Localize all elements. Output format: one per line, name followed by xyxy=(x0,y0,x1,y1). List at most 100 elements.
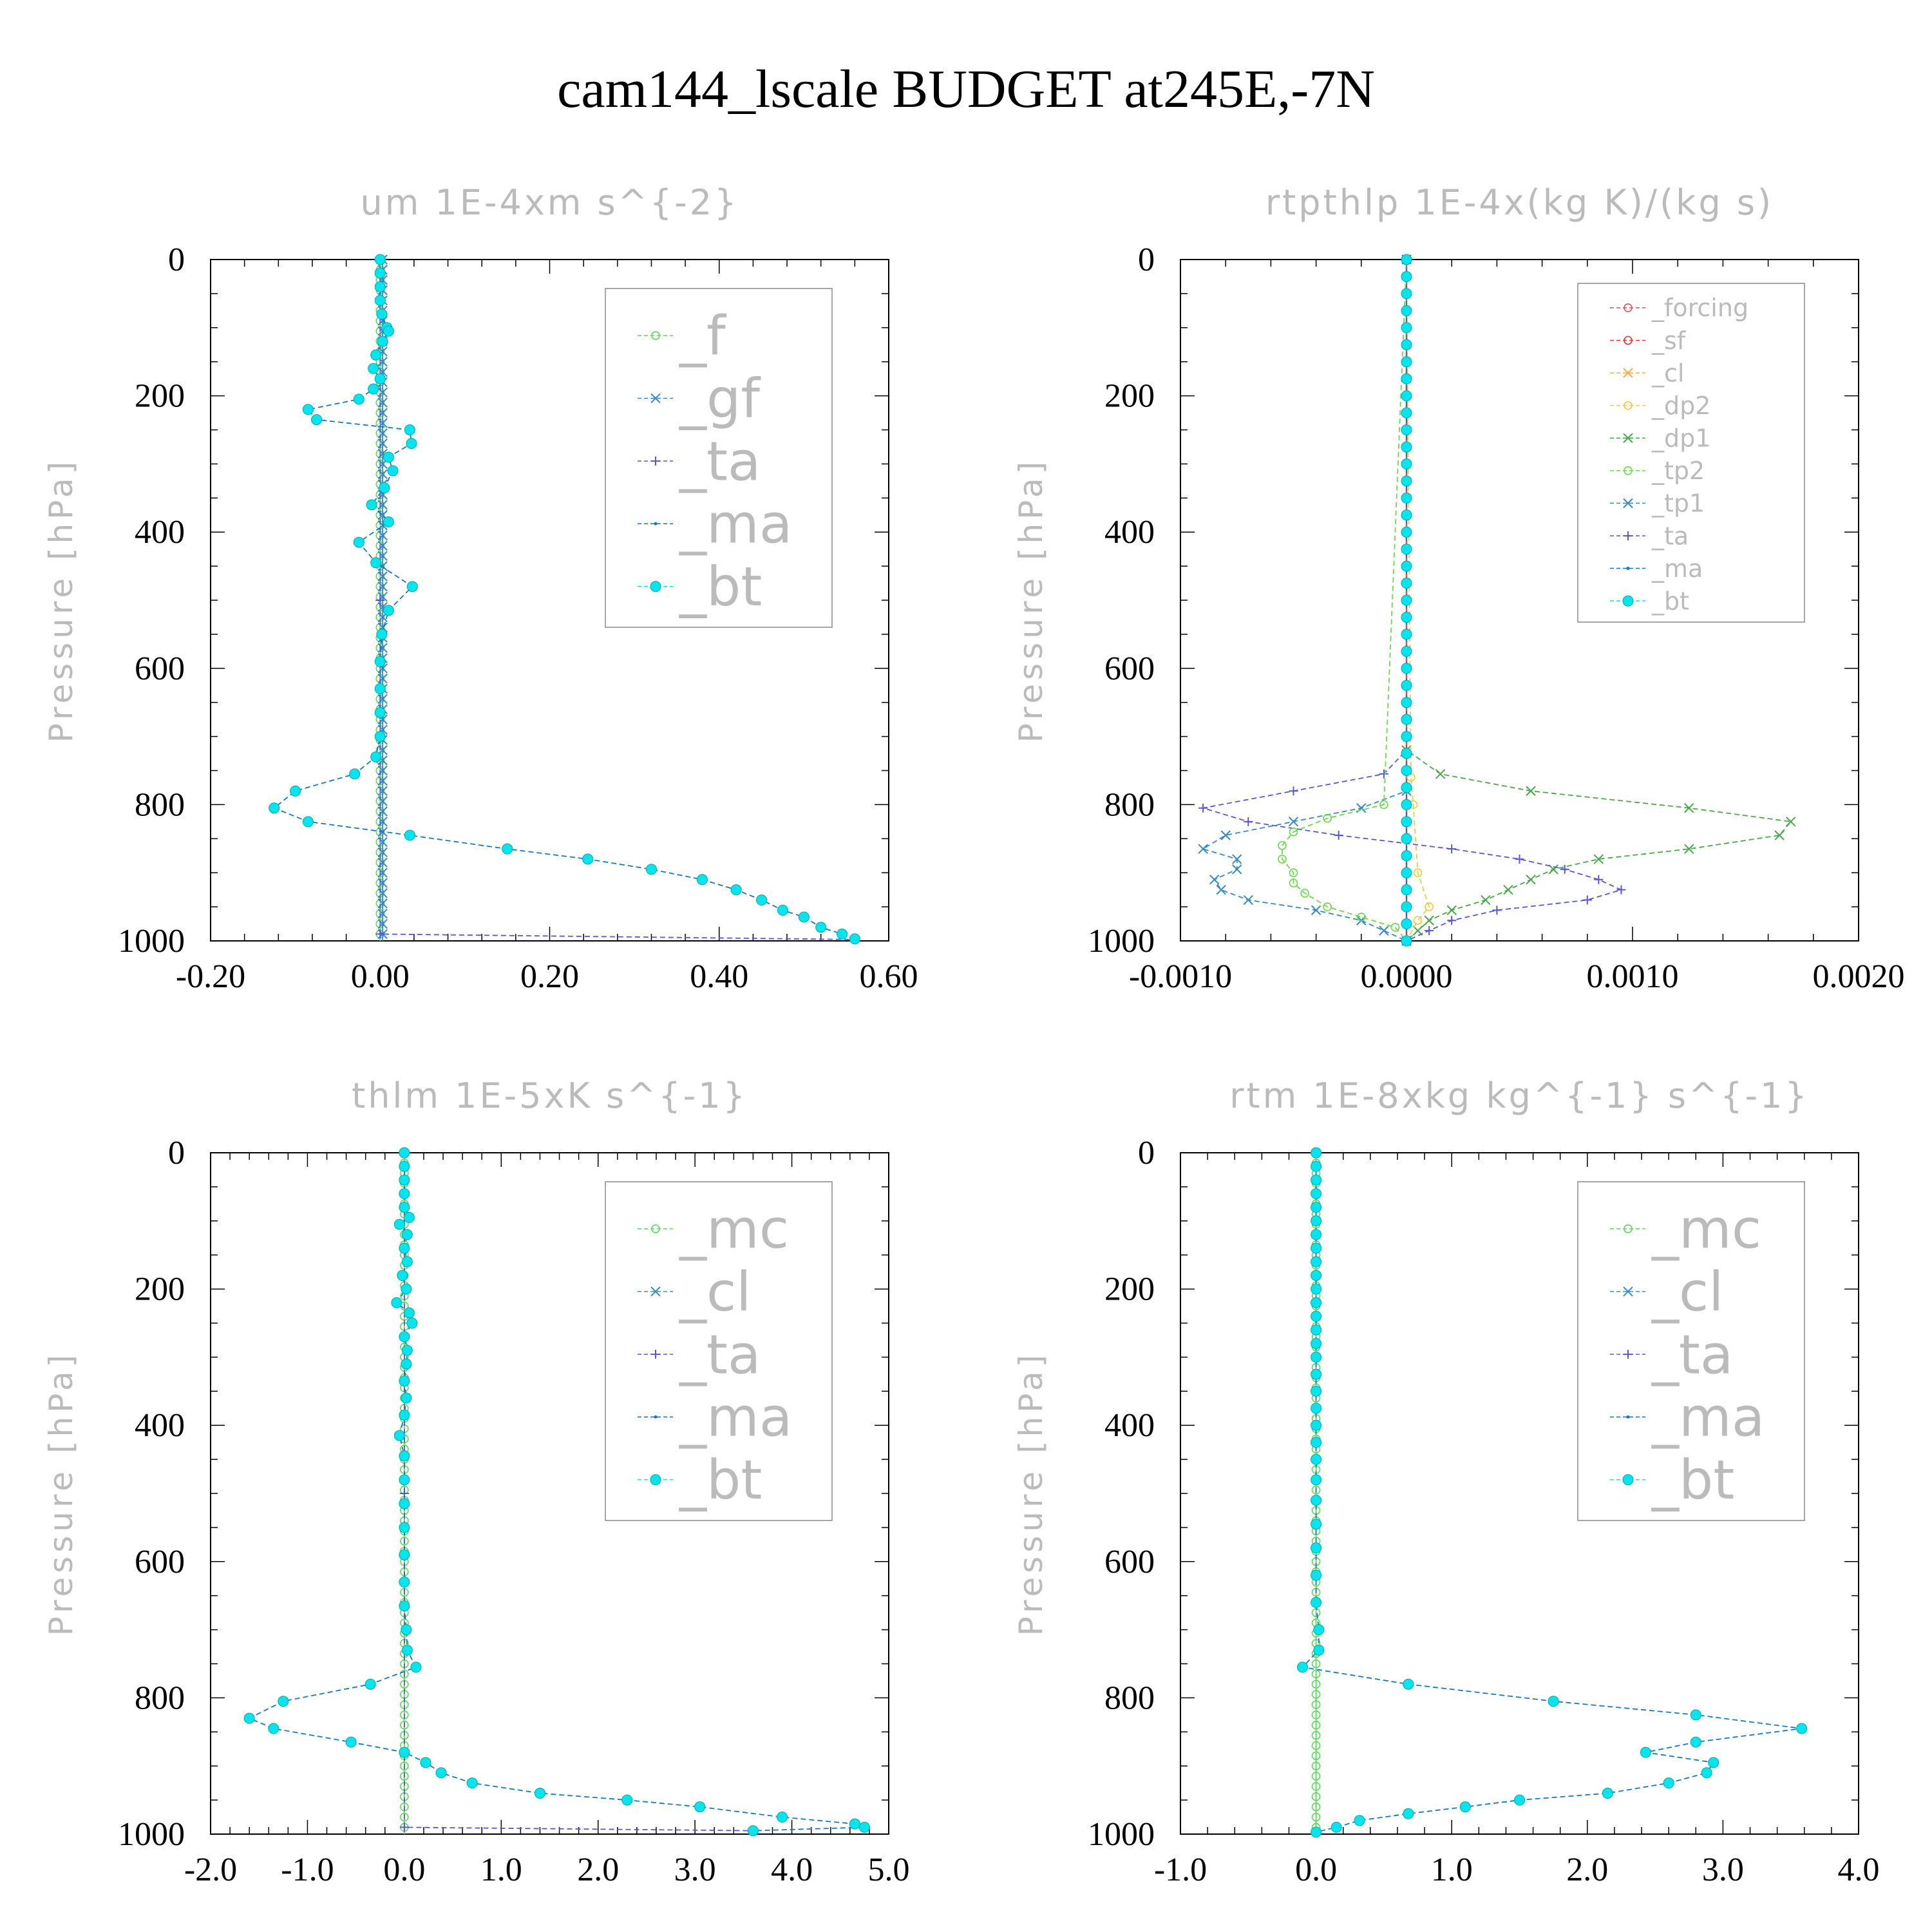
point-bt xyxy=(1401,816,1412,828)
y-tick-label: 400 xyxy=(1104,514,1155,551)
point-bt xyxy=(406,1318,418,1329)
point-bt xyxy=(1401,305,1412,316)
point-bt xyxy=(399,1498,410,1510)
chart-title-thlm: thlm 1E-5xK s^{-1} xyxy=(352,1075,748,1116)
point-bt xyxy=(1311,1403,1322,1414)
series-line-ta xyxy=(404,1153,753,1832)
point-bt xyxy=(370,751,382,762)
point-bt xyxy=(374,373,386,384)
point-bt xyxy=(374,267,386,279)
point-ta xyxy=(375,596,385,605)
point-bt xyxy=(404,424,415,435)
point-ta xyxy=(1447,916,1457,925)
series-group-um xyxy=(269,254,860,945)
legend-label: _ta xyxy=(1651,522,1689,550)
chart-thlm: thlm 1E-5xK s^{-1} Pressure [hPa] 0 200 400 6… xyxy=(43,1075,910,1888)
point-gf xyxy=(377,775,388,786)
point-bt xyxy=(1690,1736,1701,1748)
point-bt xyxy=(1401,544,1412,555)
y-tick-label: 200 xyxy=(135,1271,185,1308)
x-tick-label: 0.0010 xyxy=(1587,958,1679,995)
legend-box xyxy=(1577,1181,1805,1521)
point-bt xyxy=(582,853,594,865)
y-tick-label: 800 xyxy=(135,1680,185,1716)
point-tp1 xyxy=(1216,884,1226,895)
point-bt xyxy=(1708,1757,1719,1768)
y-tick-label: 600 xyxy=(135,650,185,687)
point-bt xyxy=(383,605,394,616)
legend-marker xyxy=(1624,466,1633,475)
point-bt xyxy=(399,1522,410,1533)
point-bt xyxy=(1311,1474,1322,1486)
point-bt xyxy=(366,499,377,511)
point-bt xyxy=(1311,1596,1322,1608)
legend-marker xyxy=(651,1224,660,1233)
point-tp2 xyxy=(1390,923,1400,932)
y-tick-label: 1000 xyxy=(1088,1816,1155,1853)
point-bt xyxy=(368,363,379,374)
point-f xyxy=(375,919,385,929)
point-tp2 xyxy=(1323,902,1332,911)
point-mc xyxy=(1311,1772,1321,1781)
point-bt xyxy=(1401,526,1412,538)
point-bt xyxy=(368,383,379,395)
point-mc xyxy=(1311,1730,1321,1740)
point-bt xyxy=(403,1307,415,1319)
point-ta xyxy=(1379,769,1388,779)
legend-label: _bt xyxy=(679,555,762,618)
point-bt xyxy=(1331,1821,1342,1833)
point-dp1 xyxy=(1785,817,1796,827)
point-bt xyxy=(1401,799,1412,810)
legend-label: _f xyxy=(679,304,727,367)
point-ta xyxy=(1425,926,1434,936)
point-tp1 xyxy=(1209,875,1220,885)
point-mc xyxy=(1311,1792,1321,1801)
point-tp1 xyxy=(1311,905,1321,916)
point-tp2 xyxy=(1289,827,1298,837)
legend-marker xyxy=(1623,368,1633,378)
legend-marker xyxy=(654,1415,658,1419)
point-tp2 xyxy=(1323,813,1332,823)
point-bt xyxy=(1311,1368,1322,1380)
point-bt xyxy=(1311,1269,1322,1281)
point-bt xyxy=(1311,1351,1322,1363)
point-bt xyxy=(1401,339,1412,350)
point-bt xyxy=(374,707,386,719)
point-tp2 xyxy=(1300,889,1309,898)
point-bt xyxy=(1401,270,1412,282)
point-mc xyxy=(400,1669,409,1679)
point-bt xyxy=(401,1256,413,1267)
point-bt xyxy=(534,1788,545,1799)
point-bt xyxy=(374,281,386,292)
legend-label: _cl xyxy=(1651,359,1684,387)
legend-marker xyxy=(1624,303,1633,312)
point-bt xyxy=(849,1818,860,1830)
point-bt xyxy=(837,928,848,940)
chart-rtm: rtm 1E-8xkg kg^{-1} s^{-1} Pressure [hPa]… xyxy=(1012,1075,1880,1888)
point-dp1 xyxy=(1526,786,1536,796)
point-dp1 xyxy=(1684,844,1694,854)
point-bt xyxy=(1311,1188,1322,1199)
point-f xyxy=(375,643,385,652)
chart-title-rtm: rtm 1E-8xkg kg^{-1} s^{-1} xyxy=(1229,1075,1810,1116)
legend-marker xyxy=(1623,1286,1633,1297)
chart-rtpthlp: rtpthlp 1E-4x(kg K)/(kg s) Pressure [hPa]… xyxy=(1012,182,1905,995)
point-ta xyxy=(1492,905,1502,915)
y-tick-label: 0 xyxy=(168,242,185,278)
x-tick-label: 3.0 xyxy=(674,1852,716,1888)
x-tick-label: 0.20 xyxy=(520,958,579,995)
point-mc xyxy=(1311,1751,1321,1761)
point-bt xyxy=(376,308,388,320)
point-bt xyxy=(777,904,788,916)
y-tick-label: 0 xyxy=(1138,1135,1155,1171)
series-line-tp2 xyxy=(1282,259,1407,942)
point-bt xyxy=(404,829,415,841)
point-bt xyxy=(1311,1215,1322,1227)
point-bt xyxy=(1401,254,1412,265)
x-tick-label: 0.40 xyxy=(690,958,748,995)
series-line-tp1 xyxy=(1201,260,1407,942)
x-tick-label: -0.0010 xyxy=(1129,958,1232,995)
point-dp1 xyxy=(1593,854,1604,864)
legend-marker xyxy=(1624,1349,1633,1359)
point-bt xyxy=(374,731,386,743)
